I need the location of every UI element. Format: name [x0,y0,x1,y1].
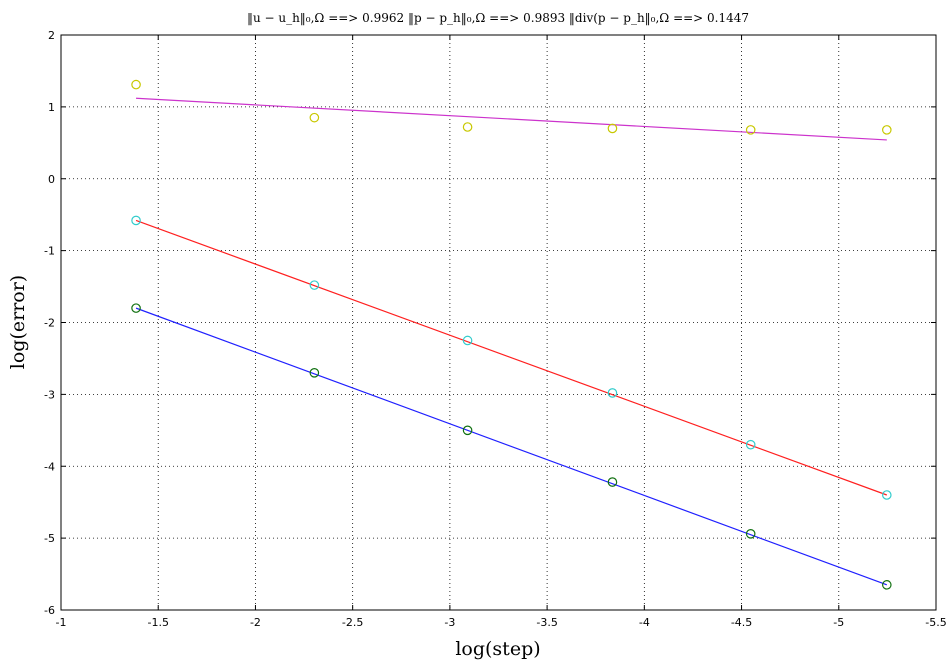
data-point-2 [745,439,756,450]
y-tick-label: 1 [48,101,55,114]
data-point-3 [607,477,618,487]
x-tick-label: -2 [250,616,261,629]
y-tick-label: -4 [44,460,55,473]
y-tick-label: -5 [44,532,55,545]
fit-line-2 [135,219,888,496]
data-point-2 [607,388,618,398]
data-point-1 [309,112,320,123]
y-tick-label: 2 [48,29,55,42]
data-point-1 [882,125,892,135]
data-point-2 [309,280,320,290]
fit-line-3 [135,307,888,586]
data-point-1 [745,125,756,135]
fit-line-1 [136,97,887,141]
data-point-2 [462,335,473,346]
data-point-2 [882,490,892,500]
axis-ticks: -1 -1.5 -2 -2.5 -3 -3.5 -4 -4.5 -5 -5.5 2 1 0 -1 -2 -3 -… [44,29,947,629]
y-axis-label: log(error) [7,275,29,369]
x-tick-label: -2.5 [342,616,363,629]
x-tick-label: -3.5 [536,616,557,629]
data-point-1 [607,123,618,134]
x-axis-label: log(step) [455,638,540,660]
x-tick-label: -3 [444,616,455,629]
data-point-3 [882,580,892,590]
y-tick-label: -2 [44,317,55,330]
data-point-1 [462,122,473,132]
x-tick-label: -5.5 [925,616,946,629]
data-point-3 [745,529,756,539]
data-point-2 [131,215,141,226]
x-tick-label: -4.5 [731,616,752,629]
data-point-3 [309,368,320,378]
data-point-3 [131,303,141,313]
x-tick-label: -5 [833,616,844,629]
y-tick-label: -1 [44,245,55,258]
y-tick-label: -6 [44,604,55,617]
x-tick-label: -4 [639,616,650,629]
data-point-1 [131,79,141,90]
x-tick-label: -1 [56,616,67,629]
data-point-3 [462,425,473,436]
data-series [131,79,892,590]
y-tick-label: -3 [44,388,55,401]
x-tick-label: -1.5 [147,616,168,629]
chart-title: ‖u − u_h‖₀,Ω ==> 0.9962 ‖p − p_h‖₀,Ω ==>… [247,11,749,25]
y-tick-label: 0 [48,173,55,186]
plot-background [61,35,936,610]
